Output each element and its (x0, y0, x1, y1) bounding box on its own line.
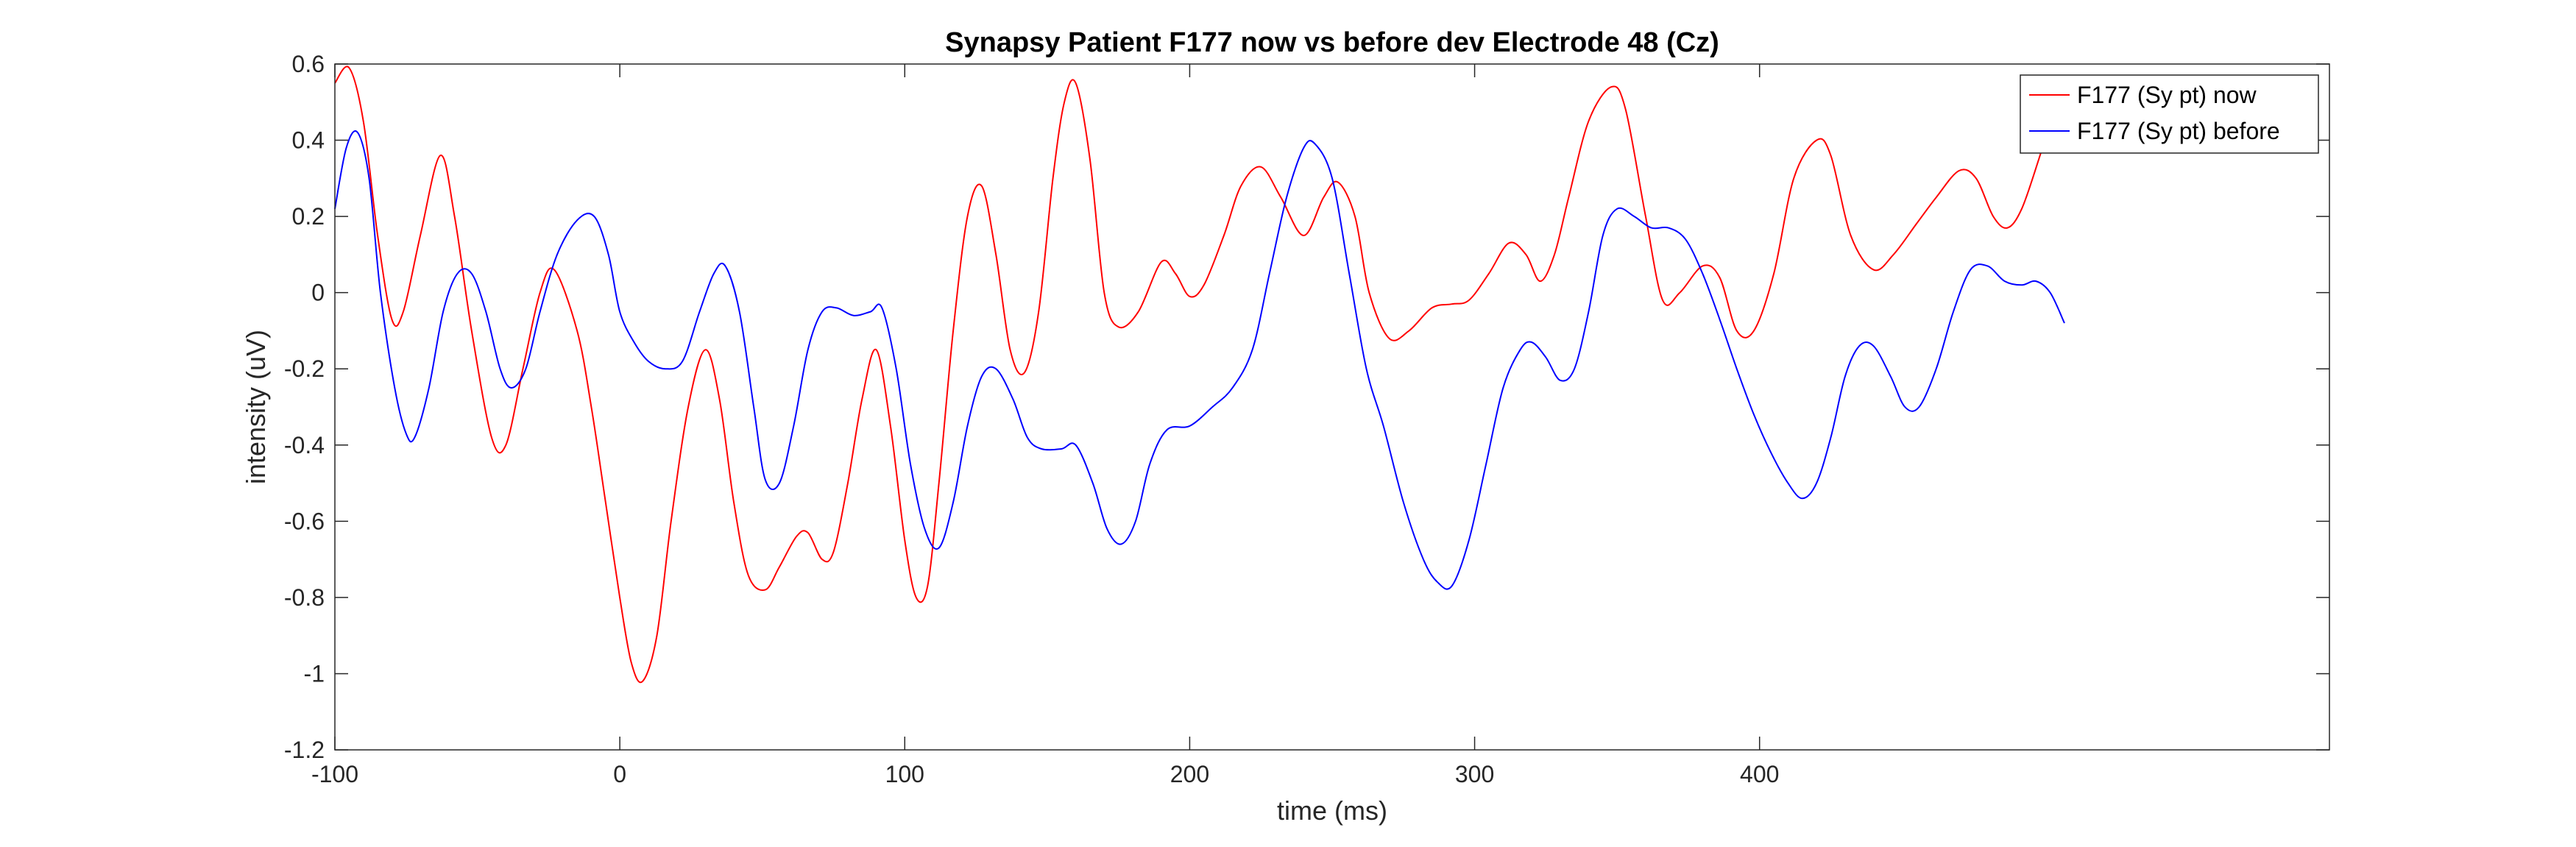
y-tick-label: -1 (304, 660, 325, 687)
plot-area (335, 64, 2329, 750)
y-tick-label: 0 (311, 280, 325, 306)
chart-title: Synapsy Patient F177 now vs before dev E… (945, 27, 1719, 58)
y-axis-label: intensity (uV) (241, 330, 271, 484)
y-tick-label: -0.8 (284, 584, 325, 611)
x-tick-label: -100 (311, 761, 358, 787)
y-tick-label: -1.2 (284, 737, 325, 763)
legend-label-now: F177 (Sy pt) now (2077, 82, 2257, 108)
ticks-layer: -100 0 100 200 300 400 -1.2 -1 -0.8 -0.6 -0.4 -0.2 0… (284, 51, 2329, 787)
series-line-now (334, 65, 2045, 684)
y-tick-label: 0.2 (292, 203, 325, 230)
y-tick-label: 0.4 (292, 127, 325, 154)
x-tick-label: 0 (613, 761, 626, 787)
legend-label-before: F177 (Sy pt) before (2077, 118, 2280, 144)
series-line-before (334, 130, 2065, 590)
y-tick-label: 0.6 (292, 51, 325, 77)
x-tick-label: 400 (1740, 761, 1779, 787)
y-tick-label: -0.6 (284, 508, 325, 534)
y-tick-label: -0.2 (284, 355, 325, 382)
x-tick-label: 300 (1455, 761, 1494, 787)
series-layer (334, 65, 2065, 684)
x-tick-label: 200 (1170, 761, 1209, 787)
x-axis-label: time (ms) (1277, 795, 1387, 826)
plot-box (334, 63, 2330, 751)
y-tick-label: -0.4 (284, 432, 325, 458)
legend-box (2020, 74, 2319, 154)
x-tick-label: 100 (885, 761, 924, 787)
legend: F177 (Sy pt) now F177 (Sy pt) before (2020, 74, 2319, 154)
